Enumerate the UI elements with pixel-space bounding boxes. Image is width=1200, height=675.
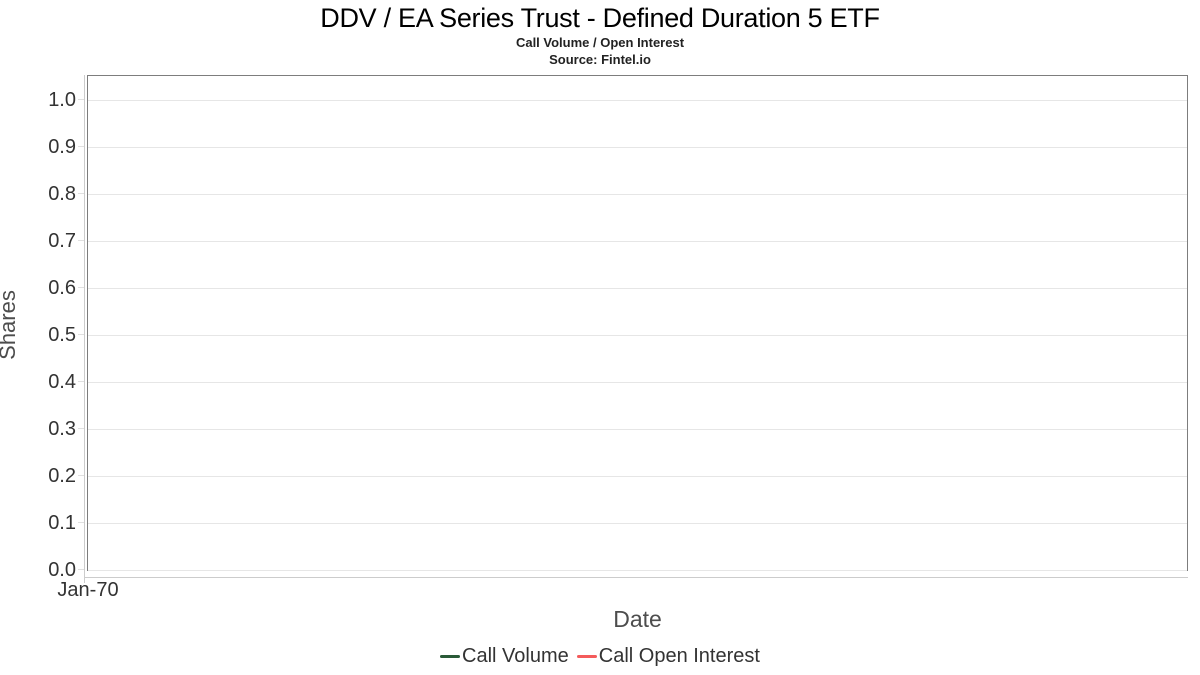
- y-tick-label: 0.2: [48, 465, 76, 487]
- y-tick-label: 0.9: [48, 136, 76, 158]
- y-axis-tick-mark: [78, 99, 84, 100]
- gridline: [88, 335, 1187, 336]
- y-tick-label: 0.8: [48, 183, 76, 205]
- chart-source-label: Source: Fintel.io: [549, 52, 651, 67]
- y-axis-tick-mark: [78, 522, 84, 523]
- y-tick-label: 0.4: [48, 371, 76, 393]
- plot-area: [87, 75, 1188, 571]
- x-axis-tick-label: Jan-70: [57, 579, 119, 601]
- y-axis-line: [84, 75, 85, 578]
- y-axis-title: Shares: [0, 290, 20, 360]
- gridline: [88, 241, 1187, 242]
- y-axis-tick-mark: [78, 428, 84, 429]
- gridline: [88, 476, 1187, 477]
- chart-subtitle: Call Volume / Open Interest: [515, 35, 685, 50]
- y-axis-tick-mark: [78, 193, 84, 194]
- gridline: [88, 570, 1187, 571]
- gridline: [88, 288, 1187, 289]
- gridline: [88, 429, 1187, 430]
- gridline: [88, 523, 1187, 524]
- y-axis-tick-mark: [78, 569, 84, 570]
- gridline: [88, 147, 1187, 148]
- y-axis-tick-mark: [78, 146, 84, 147]
- call-volume-line-marker-icon: [440, 655, 461, 658]
- y-tick-label: 0.6: [48, 277, 76, 299]
- legend-label-call-volume: Call Volume: [462, 645, 569, 667]
- legend-item-call-open-interest[interactable]: Call Open Interest: [576, 645, 760, 668]
- x-axis-tick-mark: [84, 578, 85, 583]
- legend-label-call-open-interest: Call Open Interest: [598, 645, 760, 667]
- y-tick-label: 0.5: [48, 324, 76, 346]
- y-tick-label: 0.3: [48, 418, 76, 440]
- y-axis-tick-mark: [78, 475, 84, 476]
- y-tick-label: 0.0: [48, 559, 76, 581]
- x-axis-title: Date: [613, 606, 662, 632]
- call-open-interest-line-marker-icon: [576, 655, 597, 658]
- y-axis-tick-mark: [78, 240, 84, 241]
- gridline: [88, 382, 1187, 383]
- chart-title: DDV / EA Series Trust - Defined Duration…: [320, 3, 880, 33]
- y-tick-label: 1.0: [48, 89, 76, 111]
- y-axis-tick-mark: [78, 334, 84, 335]
- gridline: [88, 194, 1187, 195]
- legend-item-call-volume[interactable]: Call Volume: [440, 645, 569, 668]
- x-axis-line: [84, 577, 1188, 578]
- y-axis-tick-mark: [78, 287, 84, 288]
- y-tick-label: 0.1: [48, 512, 76, 534]
- y-axis-tick-mark: [78, 381, 84, 382]
- y-tick-label: 0.7: [48, 230, 76, 252]
- gridline: [88, 100, 1187, 101]
- legend: Call Volume Call Open Interest: [0, 645, 1200, 668]
